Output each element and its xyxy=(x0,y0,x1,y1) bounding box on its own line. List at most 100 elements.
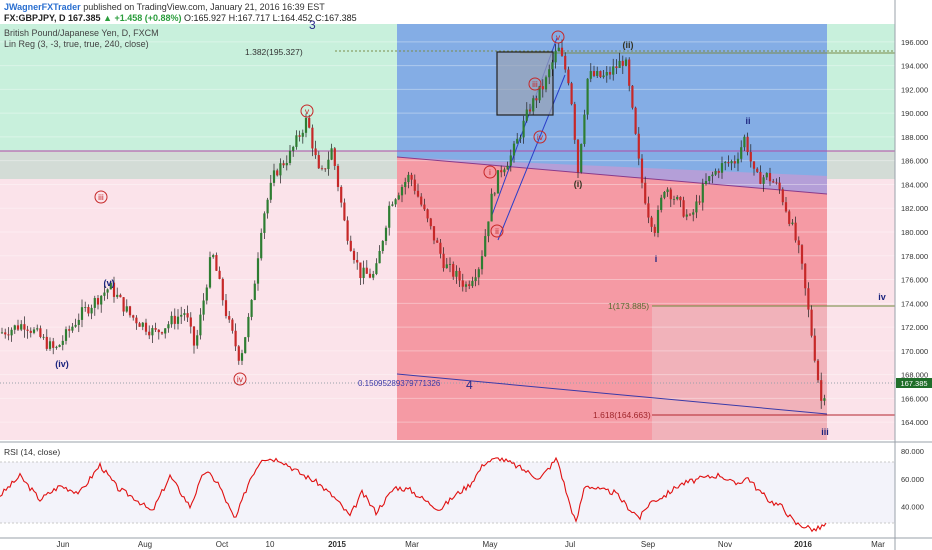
candle xyxy=(23,316,26,338)
candle xyxy=(653,224,656,237)
candle xyxy=(448,257,452,273)
last-price-tag xyxy=(896,378,932,388)
candle xyxy=(320,165,324,171)
candle xyxy=(212,253,215,259)
candle xyxy=(484,229,487,257)
channel-number-4: 4 xyxy=(466,378,473,392)
time-tick-label: Aug xyxy=(138,540,152,549)
candle xyxy=(621,55,624,74)
candle xyxy=(541,79,544,98)
candle xyxy=(717,168,720,179)
candle xyxy=(596,66,599,78)
fib-1618-label: 1.618(164.663) xyxy=(593,410,651,420)
candle xyxy=(442,247,445,272)
candle xyxy=(522,115,525,144)
candle xyxy=(324,168,327,172)
candle xyxy=(640,154,644,189)
candle xyxy=(698,195,701,205)
candle xyxy=(583,109,586,147)
candle xyxy=(26,325,29,339)
candle xyxy=(781,187,784,206)
candle xyxy=(151,325,154,344)
candle xyxy=(548,64,551,85)
candle xyxy=(186,305,189,322)
candle xyxy=(749,144,752,168)
candle xyxy=(788,209,791,227)
time-tick-label: Oct xyxy=(216,540,229,549)
candle xyxy=(68,325,71,338)
candle xyxy=(692,208,695,222)
candle xyxy=(119,293,122,298)
candle xyxy=(61,335,64,351)
last-price-label: 167.385 xyxy=(900,379,927,388)
candle xyxy=(592,65,596,78)
candle xyxy=(116,287,119,299)
price-tick-label: 176.000 xyxy=(901,276,928,285)
price-axis-ticks: 164.000 166.000 168.000 170.000 172.000 174.0… xyxy=(901,38,928,427)
candle xyxy=(167,321,170,333)
candle xyxy=(276,168,279,177)
svg-text:i: i xyxy=(489,167,491,177)
price-tick-label: 196.000 xyxy=(901,38,928,47)
candle xyxy=(199,308,202,340)
price-tick-label: 182.000 xyxy=(901,204,928,213)
candle xyxy=(362,260,365,285)
fib-1-label: 1(173.885) xyxy=(608,301,649,311)
candle xyxy=(685,209,688,221)
candle xyxy=(672,195,676,205)
candle xyxy=(765,172,768,180)
candle xyxy=(234,323,237,352)
candle xyxy=(496,170,500,194)
candle xyxy=(423,198,426,211)
candle xyxy=(711,171,714,184)
candle xyxy=(535,95,538,109)
candle xyxy=(365,260,368,274)
time-tick-label: Jul xyxy=(565,540,575,549)
instrument-title: British Pound/Japanese Yen, D, FXCM xyxy=(4,28,159,38)
rsi-title[interactable]: RSI (14, close) xyxy=(4,447,61,457)
candle xyxy=(628,57,631,92)
svg-text:iv: iv xyxy=(237,374,244,384)
candle xyxy=(432,226,436,245)
time-tick-label: 10 xyxy=(266,540,275,549)
author-link[interactable]: JWagnerFXTrader xyxy=(4,2,81,12)
candle xyxy=(631,84,634,110)
candle xyxy=(644,176,647,205)
candle xyxy=(564,52,567,73)
indicator-title[interactable]: Lin Reg (3, -3, true, true, 240, close) xyxy=(4,39,149,49)
candle xyxy=(487,221,490,243)
candle xyxy=(736,152,740,172)
time-tick-label: May xyxy=(482,540,497,549)
candle xyxy=(727,155,730,167)
candle xyxy=(708,175,711,184)
candle xyxy=(480,250,484,275)
svg-text:v: v xyxy=(305,106,310,116)
candle xyxy=(109,280,112,290)
candle xyxy=(311,124,314,157)
candle xyxy=(464,281,468,292)
rsi-line xyxy=(0,456,827,533)
candle xyxy=(45,329,48,351)
candle xyxy=(573,101,576,144)
zone-green-right-lower xyxy=(827,151,895,179)
candle xyxy=(336,163,340,192)
candle xyxy=(106,288,109,300)
candle xyxy=(125,299,128,313)
candle xyxy=(413,174,416,195)
candle xyxy=(13,324,16,334)
candle xyxy=(404,177,407,195)
time-tick-label: Nov xyxy=(718,540,732,549)
candle xyxy=(93,295,96,316)
candle xyxy=(253,280,256,301)
candle xyxy=(304,113,308,138)
candle xyxy=(0,327,4,334)
candle xyxy=(512,141,516,163)
wave-circled-ii-red: ii xyxy=(490,224,504,238)
candle xyxy=(112,276,116,303)
candle xyxy=(100,295,103,313)
candle xyxy=(669,187,672,208)
candle xyxy=(103,285,106,301)
candle xyxy=(647,196,650,224)
candle xyxy=(250,299,253,321)
